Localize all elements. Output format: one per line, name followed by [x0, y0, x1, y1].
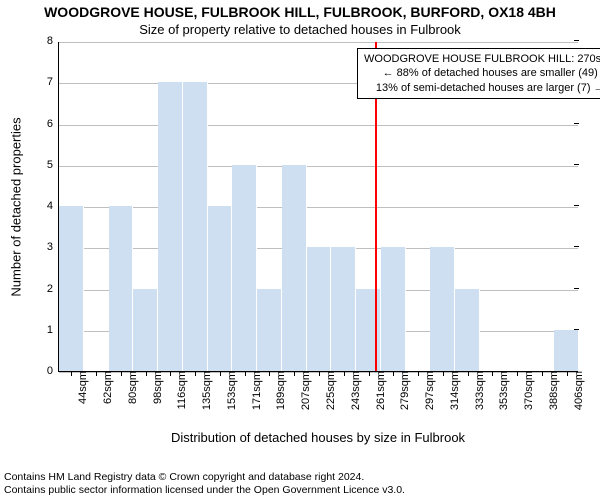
footer-line-1: Contains HM Land Registry data © Crown c… — [4, 471, 405, 485]
x-tick-label: 370sqm — [521, 371, 535, 410]
histogram-bar — [331, 247, 356, 371]
x-tick-label: 297sqm — [422, 371, 436, 410]
x-tick-mark — [443, 371, 444, 376]
annotation-line: ← 88% of detached houses are smaller (49… — [364, 66, 600, 80]
y-tick-label: 8 — [47, 35, 59, 47]
plot-area: 01234567844sqm62sqm80sqm98sqm116sqm135sq… — [58, 42, 578, 372]
x-tick-label: 333sqm — [472, 371, 486, 410]
gridline — [59, 125, 578, 126]
x-tick-label: 353sqm — [496, 371, 510, 410]
annotation-line: WOODGROVE HOUSE FULBROOK HILL: 270sqm — [364, 52, 600, 66]
x-tick-label: 44sqm — [75, 371, 89, 404]
y-tick-mark — [574, 123, 579, 124]
y-tick-mark — [574, 246, 579, 247]
x-tick-mark — [542, 371, 543, 376]
x-tick-label: 153sqm — [224, 371, 238, 410]
x-tick-label: 171sqm — [249, 371, 263, 410]
gridline — [59, 42, 578, 43]
histogram-bar — [257, 289, 282, 372]
histogram-bar — [554, 330, 579, 371]
x-tick-mark — [121, 371, 122, 376]
y-tick-label: 0 — [47, 365, 59, 377]
footer: Contains HM Land Registry data © Crown c… — [4, 471, 405, 498]
y-tick-label: 4 — [47, 200, 59, 212]
gridline — [59, 207, 578, 208]
annotation-box: WOODGROVE HOUSE FULBROOK HILL: 270sqm← 8… — [357, 48, 600, 99]
x-tick-mark — [96, 371, 97, 376]
histogram-chart: 0 1 2 3 4 5 6 7 8 44sqm 62sqm 80sqm 98sqm 116sqm 135sq… — [0, 0, 600, 500]
x-tick-label: 279sqm — [397, 371, 411, 410]
histogram-bar — [307, 247, 332, 371]
x-tick-label: 80sqm — [125, 371, 139, 404]
y-tick-mark — [574, 205, 579, 206]
y-tick-label: 2 — [47, 283, 59, 295]
x-tick-mark — [418, 371, 419, 376]
x-tick-mark — [492, 371, 493, 376]
x-tick-label: 388sqm — [546, 371, 560, 410]
annotation-line: 13% of semi-detached houses are larger (… — [364, 81, 600, 95]
x-tick-label: 243sqm — [348, 371, 362, 410]
y-tick-label: 1 — [47, 324, 59, 336]
histogram-bar — [109, 206, 134, 371]
x-tick-mark — [146, 371, 147, 376]
x-tick-mark — [220, 371, 221, 376]
histogram-bar — [158, 82, 183, 371]
y-tick-mark — [574, 164, 579, 165]
x-tick-mark — [468, 371, 469, 376]
x-tick-label: 98sqm — [150, 371, 164, 404]
histogram-bar — [430, 247, 455, 371]
x-axis-label: Distribution of detached houses by size … — [58, 430, 578, 445]
histogram-bar — [381, 247, 406, 371]
x-tick-mark — [369, 371, 370, 376]
y-axis-label: Number of detached properties — [9, 117, 24, 296]
x-tick-mark — [245, 371, 246, 376]
y-tick-label: 3 — [47, 241, 59, 253]
gridline — [59, 166, 578, 167]
histogram-bar — [133, 289, 158, 372]
footer-line-2: Contains public sector information licen… — [4, 484, 405, 498]
x-tick-mark — [195, 371, 196, 376]
x-tick-label: 314sqm — [447, 371, 461, 410]
histogram-bar — [356, 289, 381, 372]
y-tick-label: 5 — [47, 159, 59, 171]
y-tick-label: 7 — [47, 76, 59, 88]
x-tick-label: 62sqm — [100, 371, 114, 404]
y-tick-label: 6 — [47, 118, 59, 130]
x-tick-mark — [71, 371, 72, 376]
x-tick-label: 225sqm — [323, 371, 337, 410]
histogram-bar — [232, 165, 257, 371]
histogram-bar — [282, 165, 307, 371]
x-tick-label: 189sqm — [273, 371, 287, 410]
x-tick-mark — [294, 371, 295, 376]
x-tick-mark — [567, 371, 568, 376]
y-tick-mark — [574, 40, 579, 41]
y-tick-mark — [574, 288, 579, 289]
histogram-bar — [208, 206, 233, 371]
x-tick-label: 116sqm — [174, 371, 188, 409]
x-tick-mark — [319, 371, 320, 376]
x-tick-mark — [170, 371, 171, 376]
x-tick-label: 135sqm — [199, 371, 213, 410]
x-tick-mark — [269, 371, 270, 376]
x-tick-label: 406sqm — [571, 371, 585, 410]
histogram-bar — [183, 82, 208, 371]
x-tick-mark — [517, 371, 518, 376]
histogram-bar — [455, 289, 480, 372]
x-tick-mark — [393, 371, 394, 376]
x-tick-label: 261sqm — [373, 371, 387, 410]
histogram-bar — [59, 206, 84, 371]
x-tick-mark — [344, 371, 345, 376]
x-tick-label: 207sqm — [298, 371, 312, 410]
